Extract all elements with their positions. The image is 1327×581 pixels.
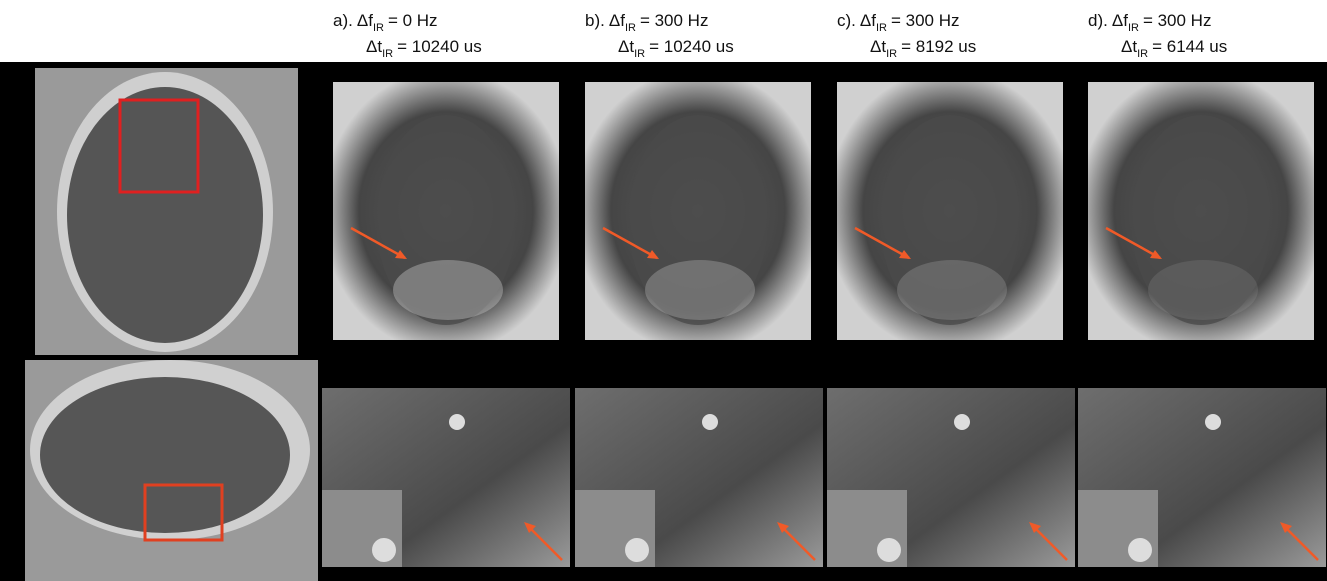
freq-symbol: Δf [860,11,876,30]
time-symbol: Δt [366,37,382,56]
time-symbol: Δt [618,37,634,56]
panel-letter: d). [1088,11,1108,30]
panel-letter: b). [585,11,605,30]
figure: a).ΔfIR= 0 HzΔtIR= 10240 usb).ΔfIR= 300 … [0,0,1327,581]
time-value: = 8192 us [901,37,976,56]
axial-overview [35,68,298,355]
freq-symbol: Δf [1112,11,1128,30]
subscript: IR [373,22,384,34]
bright-spot [1205,414,1221,430]
page: {"panels": [ {"label": "a).", "freq_symb… [0,0,1327,581]
sagittal-overview [25,360,318,581]
bright-region [897,260,1007,320]
bright-region [1148,260,1258,320]
subscript: IR [634,48,645,60]
subscript: IR [1128,22,1139,34]
bright-region [645,260,755,320]
bright-spot [702,414,718,430]
freq-symbol: Δf [357,11,373,30]
bright-spot [1128,538,1152,562]
bright-spot [954,414,970,430]
time-symbol: Δt [870,37,886,56]
freq-value: = 300 Hz [640,11,709,30]
subscript: IR [1137,48,1148,60]
bright-region [393,260,503,320]
panel-label: c).ΔfIR = 300 Hz [837,11,960,34]
panel-label: b).ΔfIR = 300 Hz [585,11,708,34]
panel-label: ΔtIR = 10240 us [366,37,482,60]
panel-label: ΔtIR = 6144 us [1121,37,1227,60]
freq-value: = 300 Hz [891,11,960,30]
time-value: = 6144 us [1152,37,1227,56]
time-symbol: Δt [1121,37,1137,56]
time-value: = 10240 us [649,37,734,56]
subscript: IR [876,22,887,34]
panel-letter: a). [333,11,353,30]
subscript: IR [625,22,636,34]
panel-label: ΔtIR = 10240 us [618,37,734,60]
panel-letter: c). [837,11,856,30]
bright-spot [372,538,396,562]
panel-label: a).ΔfIR = 0 Hz [333,11,438,34]
bright-spot [625,538,649,562]
freq-value: = 300 Hz [1143,11,1212,30]
bright-spot [449,414,465,430]
bright-spot [877,538,901,562]
subscript: IR [382,48,393,60]
panel-label: ΔtIR = 8192 us [870,37,976,60]
freq-symbol: Δf [609,11,625,30]
freq-value: = 0 Hz [388,11,438,30]
subscript: IR [886,48,897,60]
time-value: = 10240 us [397,37,482,56]
panel-label: d).ΔfIR = 300 Hz [1088,11,1211,34]
